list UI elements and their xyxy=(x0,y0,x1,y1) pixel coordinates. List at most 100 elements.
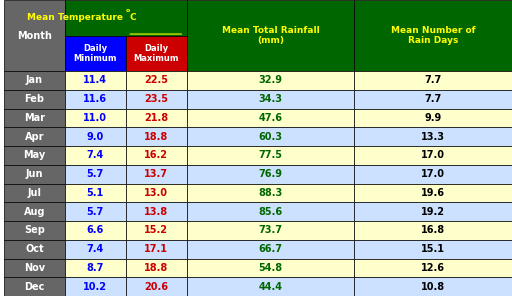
Bar xyxy=(65,202,126,221)
Bar xyxy=(4,258,65,277)
Text: 17.0: 17.0 xyxy=(421,169,445,179)
Text: 19.2: 19.2 xyxy=(421,207,445,217)
Bar xyxy=(354,90,512,109)
Text: 85.6: 85.6 xyxy=(259,207,283,217)
Text: 60.3: 60.3 xyxy=(259,132,283,142)
Text: Month: Month xyxy=(17,30,52,41)
Bar xyxy=(126,184,187,202)
Text: Mar: Mar xyxy=(24,113,45,123)
Text: 32.9: 32.9 xyxy=(259,75,283,86)
Text: May: May xyxy=(23,150,46,160)
Text: 54.8: 54.8 xyxy=(259,263,283,273)
Text: 10.2: 10.2 xyxy=(83,281,108,292)
Text: Jan: Jan xyxy=(26,75,43,86)
Text: 22.5: 22.5 xyxy=(144,75,168,86)
Bar xyxy=(65,0,187,36)
Text: 13.7: 13.7 xyxy=(144,169,168,179)
Text: Mean Temperature: Mean Temperature xyxy=(27,13,126,22)
Bar xyxy=(126,165,187,184)
Text: C: C xyxy=(130,13,137,22)
Bar xyxy=(187,258,354,277)
Text: Feb: Feb xyxy=(25,94,45,104)
Bar xyxy=(4,165,65,184)
Text: 76.9: 76.9 xyxy=(259,169,283,179)
Text: Nov: Nov xyxy=(24,263,45,273)
Text: 18.8: 18.8 xyxy=(144,263,168,273)
Bar xyxy=(126,127,187,146)
Bar xyxy=(187,165,354,184)
Text: 16.8: 16.8 xyxy=(421,225,445,235)
Bar xyxy=(354,71,512,90)
Bar xyxy=(65,165,126,184)
Bar xyxy=(126,146,187,165)
Text: 34.3: 34.3 xyxy=(259,94,283,104)
Bar xyxy=(65,109,126,127)
Text: 5.7: 5.7 xyxy=(87,207,104,217)
Bar xyxy=(4,184,65,202)
Text: 9.0: 9.0 xyxy=(87,132,104,142)
Text: Dec: Dec xyxy=(24,281,45,292)
Text: 7.7: 7.7 xyxy=(424,94,442,104)
Text: 66.7: 66.7 xyxy=(259,244,283,254)
Bar xyxy=(187,71,354,90)
Bar xyxy=(126,36,187,71)
Text: 10.8: 10.8 xyxy=(421,281,445,292)
Bar xyxy=(4,240,65,258)
Bar xyxy=(354,127,512,146)
Bar xyxy=(187,184,354,202)
Text: Jul: Jul xyxy=(27,188,41,198)
Bar xyxy=(65,71,126,90)
Text: 5.7: 5.7 xyxy=(87,169,104,179)
Bar xyxy=(126,221,187,240)
Text: 7.7: 7.7 xyxy=(424,75,442,86)
Text: 15.1: 15.1 xyxy=(421,244,445,254)
Bar xyxy=(354,258,512,277)
Text: 47.6: 47.6 xyxy=(259,113,283,123)
Bar xyxy=(65,90,126,109)
Text: 11.6: 11.6 xyxy=(83,94,108,104)
Bar xyxy=(354,165,512,184)
Bar xyxy=(354,109,512,127)
Bar xyxy=(187,277,354,296)
Bar xyxy=(65,240,126,258)
Bar xyxy=(65,184,126,202)
Text: Jun: Jun xyxy=(26,169,43,179)
Text: 17.0: 17.0 xyxy=(421,150,445,160)
Text: 6.6: 6.6 xyxy=(87,225,104,235)
Bar xyxy=(187,221,354,240)
Text: Oct: Oct xyxy=(25,244,44,254)
Text: 13.0: 13.0 xyxy=(144,188,168,198)
Text: 17.1: 17.1 xyxy=(144,244,168,254)
Bar xyxy=(126,258,187,277)
Bar xyxy=(65,277,126,296)
Bar xyxy=(354,146,512,165)
Text: Mean Total Rainfall
(mm): Mean Total Rainfall (mm) xyxy=(222,26,319,45)
Text: 19.6: 19.6 xyxy=(421,188,445,198)
Bar xyxy=(4,221,65,240)
Bar xyxy=(4,277,65,296)
Bar xyxy=(126,71,187,90)
Bar xyxy=(4,71,65,90)
Bar xyxy=(4,202,65,221)
Bar xyxy=(187,0,354,71)
Text: 11.4: 11.4 xyxy=(83,75,108,86)
Bar xyxy=(187,146,354,165)
Text: 77.5: 77.5 xyxy=(259,150,283,160)
Text: Daily
Maximum: Daily Maximum xyxy=(134,44,179,63)
Text: 73.7: 73.7 xyxy=(259,225,283,235)
Text: 7.4: 7.4 xyxy=(87,244,104,254)
Text: Aug: Aug xyxy=(24,207,45,217)
Bar xyxy=(354,202,512,221)
Bar xyxy=(126,109,187,127)
Text: 11.0: 11.0 xyxy=(83,113,108,123)
Text: 12.6: 12.6 xyxy=(421,263,445,273)
Bar xyxy=(126,240,187,258)
Text: 16.2: 16.2 xyxy=(144,150,168,160)
Text: 20.6: 20.6 xyxy=(144,281,168,292)
Bar xyxy=(187,90,354,109)
Bar xyxy=(65,127,126,146)
Bar xyxy=(354,240,512,258)
Bar xyxy=(354,277,512,296)
Text: Mean Number of
Rain Days: Mean Number of Rain Days xyxy=(391,26,476,45)
Bar xyxy=(4,109,65,127)
